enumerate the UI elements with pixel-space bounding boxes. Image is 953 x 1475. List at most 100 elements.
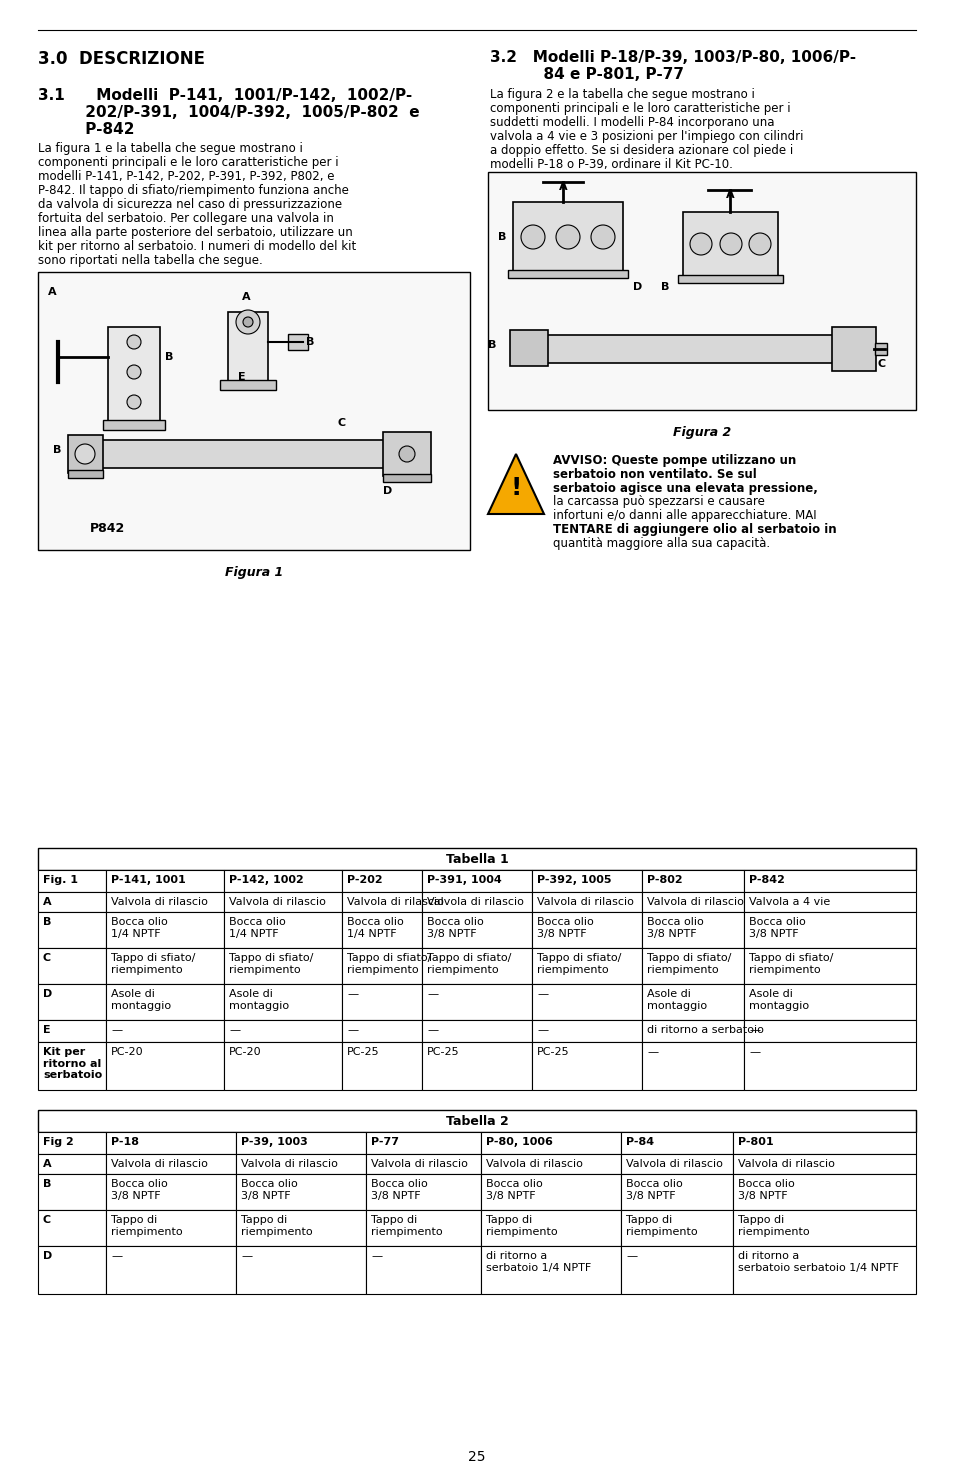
Text: Tappo di sfiato/
riempimento: Tappo di sfiato/ riempimento (427, 953, 511, 975)
Text: Tappo di sfiato/
riempimento: Tappo di sfiato/ riempimento (537, 953, 620, 975)
Bar (732, 1246, 915, 1294)
Bar (743, 892, 915, 912)
Text: Valvola di rilascio: Valvola di rilascio (241, 1159, 337, 1170)
Bar (224, 948, 341, 984)
Bar (488, 173, 915, 410)
Text: Tappo di sfiato/
riempimento: Tappo di sfiato/ riempimento (646, 953, 731, 975)
Text: quantità maggiore alla sua capacità.: quantità maggiore alla sua capacità. (553, 537, 769, 550)
Text: P-801: P-801 (738, 1137, 773, 1148)
Bar (224, 912, 341, 948)
Text: !: ! (510, 476, 521, 500)
Text: A: A (558, 181, 567, 192)
Text: Valvola di rilascio: Valvola di rilascio (485, 1159, 582, 1170)
Text: Valvola di rilascio: Valvola di rilascio (625, 1159, 722, 1170)
Text: Valvola di rilascio: Valvola di rilascio (111, 1159, 208, 1170)
Bar (480, 1174, 620, 1210)
Bar (220, 381, 275, 389)
Bar (38, 984, 106, 1021)
Bar (480, 1153, 620, 1174)
Bar (532, 870, 641, 892)
Bar (341, 1021, 421, 1041)
Text: D: D (43, 990, 52, 999)
Bar (682, 212, 778, 277)
Bar (480, 1210, 620, 1246)
Text: Valvola di rilascio: Valvola di rilascio (347, 897, 443, 907)
Bar (341, 870, 421, 892)
Text: Valvola di rilascio: Valvola di rilascio (646, 897, 743, 907)
Bar (382, 473, 431, 482)
Bar (38, 1210, 106, 1246)
Bar (743, 948, 915, 984)
Circle shape (127, 364, 141, 379)
Text: Bocca olio
1/4 NPTF: Bocca olio 1/4 NPTF (347, 917, 403, 938)
Bar (224, 870, 341, 892)
Text: E: E (43, 1025, 51, 1035)
Bar (38, 1111, 915, 1131)
Bar (106, 948, 224, 984)
Text: B: B (165, 353, 173, 361)
Circle shape (75, 444, 95, 465)
Bar (480, 1131, 620, 1153)
Text: a doppio effetto. Se si desidera azionare col piede i: a doppio effetto. Se si desidera azionar… (490, 145, 792, 156)
Bar (106, 984, 224, 1021)
Circle shape (520, 226, 544, 249)
Text: Bocca olio
1/4 NPTF: Bocca olio 1/4 NPTF (229, 917, 286, 938)
Bar (83, 440, 402, 468)
Text: Valvola a 4 vie: Valvola a 4 vie (748, 897, 829, 907)
Bar (235, 1246, 366, 1294)
Text: P-842: P-842 (38, 122, 134, 137)
Text: Bocca olio
3/8 NPTF: Bocca olio 3/8 NPTF (537, 917, 593, 938)
Text: —: — (241, 1251, 252, 1261)
Text: PC-20: PC-20 (111, 1047, 144, 1058)
Text: Bocca olio
3/8 NPTF: Bocca olio 3/8 NPTF (371, 1179, 427, 1201)
Bar (224, 892, 341, 912)
Text: Fig. 1: Fig. 1 (43, 875, 78, 885)
Bar (421, 892, 532, 912)
Circle shape (556, 226, 579, 249)
Bar (108, 327, 160, 422)
Bar (641, 1021, 743, 1041)
Text: Bocca olio
1/4 NPTF: Bocca olio 1/4 NPTF (111, 917, 168, 938)
Text: Tappo di
riempimento: Tappo di riempimento (371, 1215, 442, 1236)
Text: PC-25: PC-25 (347, 1047, 379, 1058)
Bar (341, 912, 421, 948)
Text: 25: 25 (468, 1450, 485, 1465)
Bar (38, 271, 470, 550)
Text: Bocca olio
3/8 NPTF: Bocca olio 3/8 NPTF (738, 1179, 794, 1201)
Text: Tappo di sfiato/
riempimento: Tappo di sfiato/ riempimento (347, 953, 431, 975)
Text: la carcassa può spezzarsi e causare: la carcassa può spezzarsi e causare (553, 496, 764, 509)
Text: C: C (337, 417, 346, 428)
Text: B: B (488, 341, 496, 350)
Bar (68, 471, 103, 478)
Text: PC-25: PC-25 (427, 1047, 459, 1058)
Text: La figura 1 e la tabella che segue mostrano i: La figura 1 e la tabella che segue mostr… (38, 142, 302, 155)
Text: valvola a 4 vie e 3 posizioni per l'impiego con cilindri: valvola a 4 vie e 3 posizioni per l'impi… (490, 130, 802, 143)
Bar (732, 1131, 915, 1153)
Bar (38, 892, 106, 912)
Bar (106, 912, 224, 948)
Text: P-202: P-202 (347, 875, 382, 885)
Text: infortuni e/o danni alle apparecchiature. MAI: infortuni e/o danni alle apparecchiature… (553, 509, 816, 522)
Text: Tappo di
riempimento: Tappo di riempimento (111, 1215, 182, 1236)
Bar (532, 1021, 641, 1041)
Bar (620, 1131, 732, 1153)
Text: componenti principali e le loro caratteristiche per i: componenti principali e le loro caratter… (490, 102, 790, 115)
Bar (224, 984, 341, 1021)
Bar (288, 333, 308, 350)
Text: Tabella 2: Tabella 2 (445, 1115, 508, 1128)
Text: Bocca olio
3/8 NPTF: Bocca olio 3/8 NPTF (485, 1179, 542, 1201)
Bar (641, 912, 743, 948)
Bar (68, 435, 103, 473)
Bar (732, 1174, 915, 1210)
Text: —: — (347, 1025, 357, 1035)
Circle shape (748, 233, 770, 255)
Text: E: E (237, 372, 245, 382)
Text: B: B (53, 445, 61, 454)
Text: 3.0  DESCRIZIONE: 3.0 DESCRIZIONE (38, 50, 205, 68)
Bar (106, 1210, 235, 1246)
Text: C: C (43, 953, 51, 963)
Circle shape (590, 226, 615, 249)
Bar (235, 1210, 366, 1246)
Bar (106, 892, 224, 912)
Text: —: — (537, 1025, 548, 1035)
